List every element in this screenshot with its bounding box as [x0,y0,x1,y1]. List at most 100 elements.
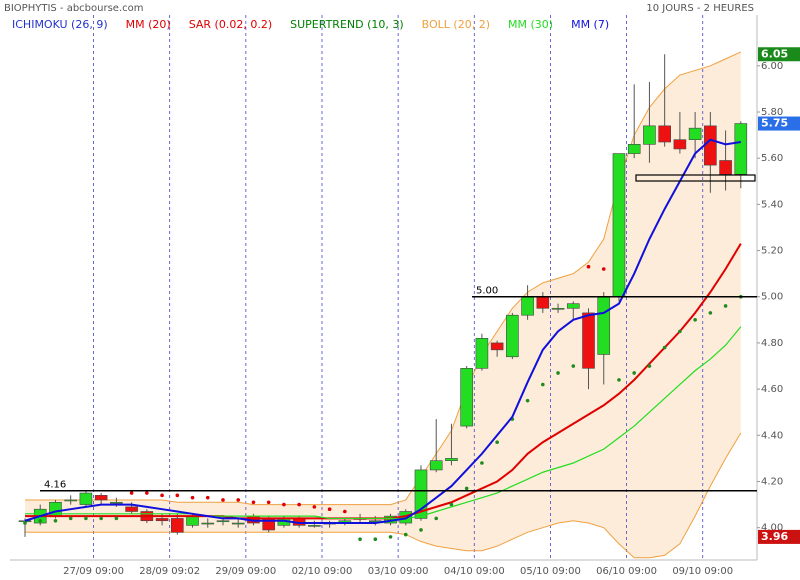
sar-dot [556,371,560,375]
candle-body [429,460,443,471]
sar-dot [114,516,119,521]
sar-dot [236,498,241,502]
legend-entry: MM (30) [508,18,553,31]
sar-dot [129,491,134,495]
y-tick-label: 5.60 [761,153,783,164]
candle-body [551,307,565,310]
candle-body [704,125,717,166]
x-tick-label: 27/09 09:00 [63,566,124,577]
sar-dot [388,535,393,539]
legend-entry: ICHIMOKU (26, 9) [12,18,108,31]
y-tick-label: 5.20 [761,246,783,257]
y-tick-label: 5.80 [761,107,783,118]
sar-dot [693,318,697,322]
candle-body [597,296,611,355]
candle-body [734,123,748,175]
sar-dot [68,516,73,521]
y-tick-label: 5.40 [761,199,783,210]
candle-body [94,495,108,501]
sar-dot [449,502,454,507]
sar-dot [327,507,332,511]
x-tick-label: 03/10 09:00 [368,566,429,577]
x-tick-label: 09/10 09:00 [672,566,733,577]
y-tick-label: 4.20 [761,476,783,487]
sar-dot [419,528,423,532]
support-box [635,174,756,182]
candle-body [506,314,519,358]
sar-dot [145,491,149,495]
x-tick-label: 02/10 09:00 [292,566,353,577]
sar-dot [601,267,606,271]
x-tick-label: 04/10 09:00 [444,566,505,577]
candle-body [673,139,687,150]
sar-dot [464,486,469,491]
sar-dot [525,398,530,403]
candle-body [612,153,626,298]
candle-body [445,458,458,461]
sar-dot [617,378,621,382]
indicator-line [25,326,742,520]
y-tick-label: 4.60 [761,384,783,395]
chart-subtitle: 10 JOURS - 2 HEURES [646,3,754,14]
sar-dot [53,518,58,523]
sar-dot [190,495,195,500]
candle-body [308,525,321,527]
price-tag [758,116,800,131]
sar-dot [571,364,576,368]
candle-body [582,312,595,369]
sar-dot [266,500,271,505]
price-tag [758,47,800,62]
candle-body [231,522,245,525]
price-tag-label: 6.05 [761,47,788,60]
legend-entry: MM (20) [126,18,171,31]
y-tick-label: 6.00 [761,61,783,72]
sar-dot [205,495,210,500]
sar-dot [723,304,728,308]
candle-body [186,515,199,526]
sar-dot [175,493,180,498]
y-tick-label: 4.80 [761,338,783,349]
sar-dot [480,461,484,465]
candle-body [475,338,489,369]
sar-dot [343,509,347,514]
chart-title: BIOPHYTIS - abcbourse.com [4,3,144,14]
indicator-line [25,432,742,559]
sar-dot [586,264,591,269]
sar-dot [373,537,378,542]
sar-dot [632,371,636,375]
sar-dot [647,364,652,368]
level-label: 4.16 [44,480,66,491]
indicator-line [24,138,741,525]
sar-dot [312,505,317,509]
candle-body [658,125,671,143]
candle-body [643,125,656,145]
candle-body [521,296,534,316]
candle-body [79,492,93,505]
level-label: 5.00 [476,286,498,297]
legend-entry: SUPERTREND (10, 3) [290,18,404,31]
candle-body [490,342,504,351]
candle-body [719,160,732,175]
price-tag-label: 5.75 [761,117,788,130]
sar-dot [84,516,88,521]
candle-body [688,127,702,141]
candle-body [627,144,641,154]
x-tick-label: 06/10 09:00 [596,566,657,577]
legend-entry: SAR (0.02, 0.2) [189,18,272,31]
candle-body [201,522,215,525]
candle-body [64,499,77,502]
y-tick-label: 4.00 [761,523,783,534]
y-tick-label: 4.40 [761,430,783,441]
legend-entry: MM (7) [571,18,609,31]
sar-dot [38,518,43,523]
x-tick-label: 29/09 09:00 [215,566,276,577]
legend-entry: BOLL (20, 2) [422,18,490,31]
candle-body [536,296,550,309]
y-tick-label: 5.00 [761,292,783,303]
candle-body [460,368,473,427]
sar-dot [282,502,286,507]
sar-dot [662,345,667,350]
candle-body [155,518,169,522]
sar-dot [495,440,499,445]
